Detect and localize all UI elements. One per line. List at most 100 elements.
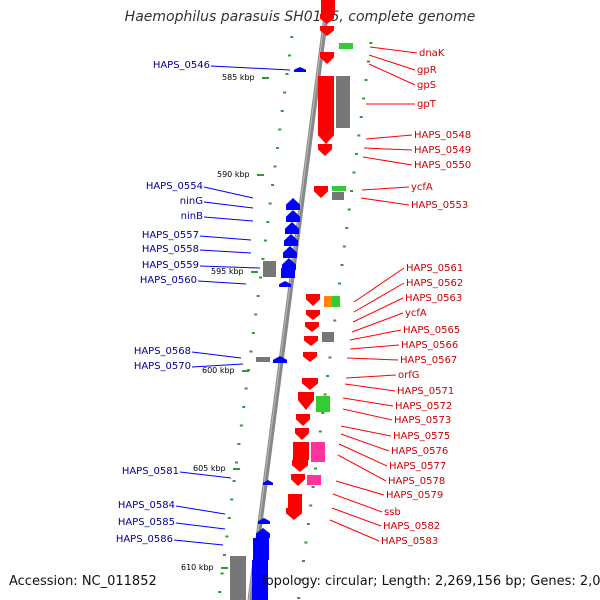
forward-leader-line xyxy=(360,197,410,206)
pseudogene-block xyxy=(263,261,276,277)
forward-leader-line xyxy=(329,519,380,542)
accession-label: Accession: NC_011852 xyxy=(9,574,157,589)
track-tick-inner xyxy=(263,239,267,242)
forward-leader-line xyxy=(361,186,410,191)
forward-gene-block xyxy=(321,0,335,14)
forward-gene-label: HAPS_0575 xyxy=(393,431,450,442)
track-tick-inner xyxy=(251,332,255,334)
forward-leader-line xyxy=(363,147,413,151)
track-tick-outer xyxy=(357,134,361,137)
reverse-gene-label: HAPS_0557 xyxy=(142,230,199,241)
forward-gene-arrow xyxy=(306,294,320,306)
forward-gene-label: dnaK xyxy=(419,48,445,59)
reverse-gene-label: HAPS_0581 xyxy=(122,466,179,477)
forward-gene-label: ssb xyxy=(384,507,401,518)
forward-gene-label: HAPS_0579 xyxy=(386,490,443,501)
reverse-gene-label: HAPS_0570 xyxy=(134,361,191,372)
track-tick-outer xyxy=(304,541,308,544)
forward-gene-label: gpS xyxy=(417,80,436,91)
track-tick-inner xyxy=(261,258,265,260)
forward-gene-label: HAPS_0561 xyxy=(406,263,463,274)
forward-leader-line xyxy=(369,46,418,54)
genome-backbone xyxy=(247,0,331,600)
forward-gene-label: HAPS_0548 xyxy=(414,130,471,141)
scale-tick xyxy=(233,468,240,470)
forward-leader-line xyxy=(353,282,405,313)
forward-gene-arrow xyxy=(320,26,334,36)
forward-gene-label: HAPS_0573 xyxy=(394,415,451,426)
reverse-gene-label: HAPS_0558 xyxy=(142,244,199,255)
track-tick-inner xyxy=(268,202,272,205)
reverse-gene-arrow xyxy=(283,246,297,258)
forward-gene-label: HAPS_0567 xyxy=(400,355,457,366)
rna-gene xyxy=(316,396,330,412)
scale-label: 600 kbp xyxy=(202,366,235,375)
track-tick-inner xyxy=(227,517,231,519)
track-tick-inner xyxy=(254,313,258,316)
forward-gene-label: HAPS_0563 xyxy=(405,293,462,304)
forward-gene-arrow xyxy=(318,128,334,144)
scale-label: 605 kbp xyxy=(193,464,226,473)
reverse-gene-arrow xyxy=(263,480,273,485)
genome-backbone-highlight xyxy=(248,0,328,600)
track-tick-inner xyxy=(249,350,253,353)
forward-gene-label: HAPS_0553 xyxy=(411,200,468,211)
forward-leader-line xyxy=(362,156,413,166)
reverse-gene-label: HAPS_0546 xyxy=(153,60,210,71)
reverse-gene-arrow xyxy=(279,281,291,287)
track-tick-outer xyxy=(345,227,349,229)
forward-gene-label: ycfA xyxy=(411,182,433,193)
reverse-leader-line xyxy=(179,471,232,479)
track-tick-inner xyxy=(285,73,289,75)
track-tick-outer xyxy=(354,153,358,155)
reverse-leader-line xyxy=(203,216,254,222)
reverse-leader-line xyxy=(191,351,242,359)
forward-leader-line xyxy=(365,134,413,140)
track-tick-outer xyxy=(299,578,303,581)
forward-gene-label: HAPS_0577 xyxy=(389,461,446,472)
forward-gene-arrow xyxy=(303,352,317,362)
track-tick-outer xyxy=(359,116,363,118)
track-tick-outer xyxy=(326,375,330,377)
reverse-gene-arrow xyxy=(282,258,296,270)
reverse-gene-arrow xyxy=(286,198,300,210)
track-tick-inner xyxy=(239,424,243,427)
scale-label: 610 kbp xyxy=(181,563,214,572)
track-tick-outer xyxy=(314,467,318,470)
track-tick-inner xyxy=(222,554,226,556)
track-tick-inner xyxy=(259,276,263,279)
reverse-leader-line xyxy=(197,280,247,285)
forward-gene-arrow xyxy=(318,144,332,156)
reverse-gene-arrow xyxy=(284,234,298,246)
scale-label: 590 kbp xyxy=(217,170,250,179)
forward-leader-line xyxy=(349,344,400,350)
track-tick-outer xyxy=(342,245,346,248)
scale-label: 585 kbp xyxy=(222,73,255,82)
track-tick-outer xyxy=(309,504,313,507)
track-tick-outer xyxy=(306,523,310,525)
reverse-gene-arrow xyxy=(294,67,306,72)
track-tick-inner xyxy=(235,461,239,464)
track-tick-outer xyxy=(350,190,354,192)
forward-gene-label: HAPS_0550 xyxy=(414,160,471,171)
forward-gene-label: HAPS_0549 xyxy=(414,145,471,156)
reverse-gene-arrow xyxy=(258,518,270,524)
track-tick-outer xyxy=(297,597,301,599)
track-tick-outer xyxy=(301,560,305,562)
reverse-leader-line xyxy=(173,539,224,546)
track-tick-inner xyxy=(290,36,294,38)
track-tick-inner xyxy=(271,184,275,186)
forward-leader-line xyxy=(335,480,385,496)
reverse-leader-line xyxy=(175,505,226,515)
reverse-gene-label: HAPS_0560 xyxy=(140,275,197,286)
track-tick-outer xyxy=(362,97,366,100)
forward-leader-line xyxy=(352,297,404,323)
forward-gene-arrow xyxy=(320,52,334,64)
scale-label: 595 kbp xyxy=(211,267,244,276)
forward-gene-label: ycfA xyxy=(405,308,427,319)
track-tick-inner xyxy=(230,498,234,501)
forward-leader-line xyxy=(344,383,396,392)
reverse-gene-arrow xyxy=(285,222,299,234)
reverse-leader-line xyxy=(210,65,291,71)
forward-leader-line xyxy=(340,425,392,437)
